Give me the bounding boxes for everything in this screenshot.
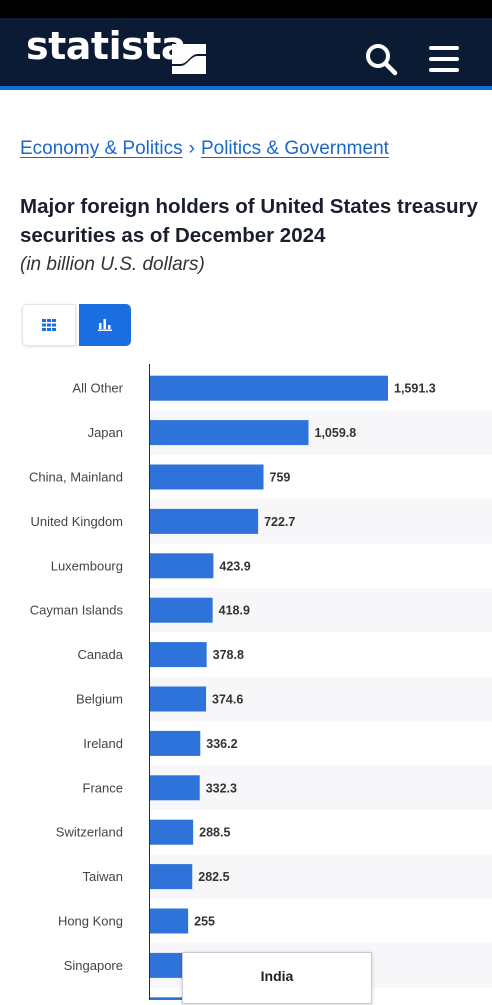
value-label: 332.3 — [206, 781, 237, 795]
bar[interactable] — [150, 597, 213, 623]
value-label: 759 — [270, 471, 291, 485]
value-label: 282.5 — [198, 870, 229, 884]
category-label: Canada — [77, 647, 123, 662]
row-stripe — [150, 765, 492, 810]
row-stripe — [150, 854, 492, 899]
value-label: 255 — [194, 915, 215, 929]
bar[interactable] — [150, 464, 264, 490]
statista-logo[interactable]: statista — [26, 24, 187, 68]
value-label: 374.6 — [212, 693, 243, 707]
value-label: 423.9 — [219, 559, 250, 573]
chart-container: All Other 1,591.3 Japan 1,059.8 China, Mainl… — [0, 364, 492, 1005]
bar[interactable] — [150, 686, 207, 712]
site-header: statista — [0, 18, 492, 90]
menu-icon[interactable] — [428, 44, 460, 74]
table-grid-icon — [42, 319, 56, 331]
bar-chart-icon — [98, 319, 112, 331]
bar[interactable] — [150, 375, 388, 401]
bar[interactable] — [150, 553, 214, 579]
category-label: Hong Kong — [58, 914, 123, 929]
bar[interactable] — [150, 908, 189, 934]
table-view-button[interactable] — [22, 304, 76, 346]
category-label: China, Mainland — [29, 470, 123, 485]
bar[interactable] — [150, 819, 194, 845]
bar[interactable] — [150, 420, 309, 446]
bar[interactable] — [150, 508, 259, 534]
bar[interactable] — [150, 864, 193, 890]
category-label: Japan — [88, 425, 123, 440]
breadcrumb-separator: › — [188, 138, 195, 159]
chart-view-button[interactable] — [79, 304, 131, 346]
bar[interactable] — [150, 642, 207, 668]
search-icon[interactable] — [364, 42, 398, 76]
value-label: 722.7 — [264, 515, 295, 529]
value-label: 1,591.3 — [394, 382, 436, 396]
category-label: Singapore — [64, 958, 123, 973]
page-title: Major foreign holders of United States t… — [20, 195, 478, 247]
status-bar — [0, 0, 492, 18]
breadcrumb-link-economy-politics[interactable]: Economy & Politics — [20, 138, 183, 159]
row-stripe — [150, 676, 492, 722]
bar[interactable] — [150, 775, 200, 801]
category-label: United Kingdom — [31, 514, 124, 529]
category-label: Belgium — [76, 692, 123, 707]
breadcrumb: Economy & Politics › Politics & Government — [20, 138, 389, 160]
page-subtitle: (in billion U.S. dollars) — [20, 254, 205, 275]
category-label: Taiwan — [83, 869, 123, 884]
chart-tooltip: India — [182, 952, 372, 1004]
breadcrumb-link-politics-government[interactable]: Politics & Government — [200, 138, 389, 159]
category-label: All Other — [72, 381, 123, 396]
value-label: 288.5 — [199, 826, 230, 840]
statista-logo-mark-icon — [172, 44, 206, 74]
category-label: Ireland — [83, 736, 123, 751]
bar[interactable] — [150, 952, 185, 978]
value-label: 378.8 — [213, 648, 244, 662]
value-label: 418.9 — [219, 604, 250, 618]
bar[interactable] — [150, 730, 201, 756]
value-label: 336.2 — [206, 737, 237, 751]
value-label: 1,059.8 — [315, 426, 357, 440]
bar-chart: All Other 1,591.3 Japan 1,059.8 China, Mainl… — [29, 364, 492, 1005]
category-label: Cayman Islands — [30, 603, 124, 618]
category-label: France — [83, 780, 123, 795]
category-label: Luxembourg — [51, 558, 123, 573]
category-label: Switzerland — [56, 825, 123, 840]
